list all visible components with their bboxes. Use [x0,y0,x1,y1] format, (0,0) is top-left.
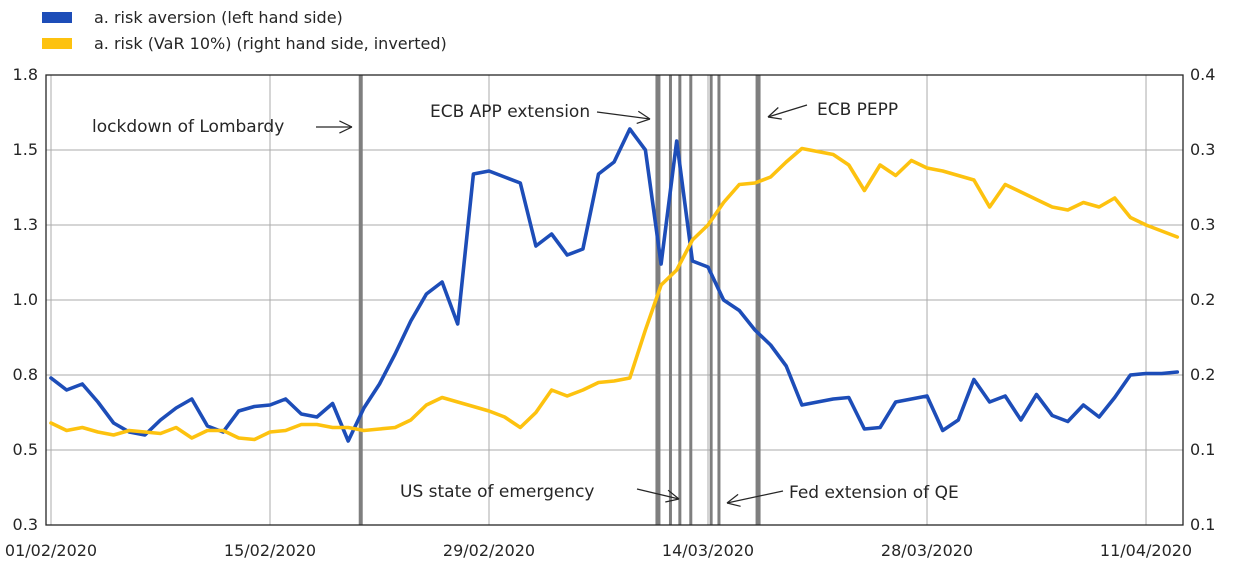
annotation-arrow [726,490,784,507]
y-right-tick-6: 0.1 [1190,515,1216,534]
y-left-tick-4: 0.8 [12,365,38,384]
legend-label-risk-var: a. risk (VaR 10%) (right hand side, inve… [94,33,447,53]
annotation-ecb-pepp: ECB PEPP [817,100,899,120]
annotation-arrow [596,110,651,124]
y-left-tick-2: 1.3 [12,215,38,234]
y-left-tick-6: 0.3 [12,515,38,534]
x-tick-4: 28/03/2020 [880,541,974,560]
annotation-us-state-of-emergency: US state of emergency [400,482,595,502]
legend-item-risk-var: a. risk (VaR 10%) (right hand side, inve… [42,30,447,56]
x-tick-1: 15/02/2020 [223,541,317,560]
x-tick-0: 01/02/2020 [4,541,98,560]
y-left-tick-5: 0.5 [12,440,38,459]
legend-item-risk-aversion: a. risk aversion (left hand side) [42,4,447,30]
y-left-tick-0: 1.8 [12,65,38,84]
y-right-tick-3: 0.2 [1190,290,1216,309]
chart-legend: a. risk aversion (left hand side) a. ris… [42,4,447,56]
y-right-tick-2: 0.3 [1190,215,1216,234]
annotation-arrow [316,120,353,134]
annotation-fed-qe-extension: Fed extension of QE [789,483,959,503]
legend-label-risk-aversion: a. risk aversion (left hand side) [94,7,343,27]
y-left-tick-3: 1.0 [12,290,38,309]
annotation-ecb-app-extension: ECB APP extension [430,102,591,122]
y-right-tick-5: 0.1 [1190,440,1216,459]
legend-swatch-risk-aversion [42,11,72,23]
series-right [49,146,1180,442]
x-tick-3: 14/03/2020 [661,541,755,560]
y-right-tick-4: 0.2 [1190,365,1216,384]
annotation-arrow [636,488,680,503]
y-right-tick-1: 0.3 [1190,140,1216,159]
series-left [49,127,1180,443]
annotation-lombardy-lockdown: lockdown of Lombardy [92,117,285,137]
legend-swatch-risk-var [42,37,72,49]
x-tick-5: 11/04/2020 [1099,541,1193,560]
y-left-tick-1: 1.5 [12,140,38,159]
annotation-arrow [767,104,808,120]
y-right-tick-0: 0.4 [1190,65,1216,84]
x-tick-2: 29/02/2020 [442,541,536,560]
